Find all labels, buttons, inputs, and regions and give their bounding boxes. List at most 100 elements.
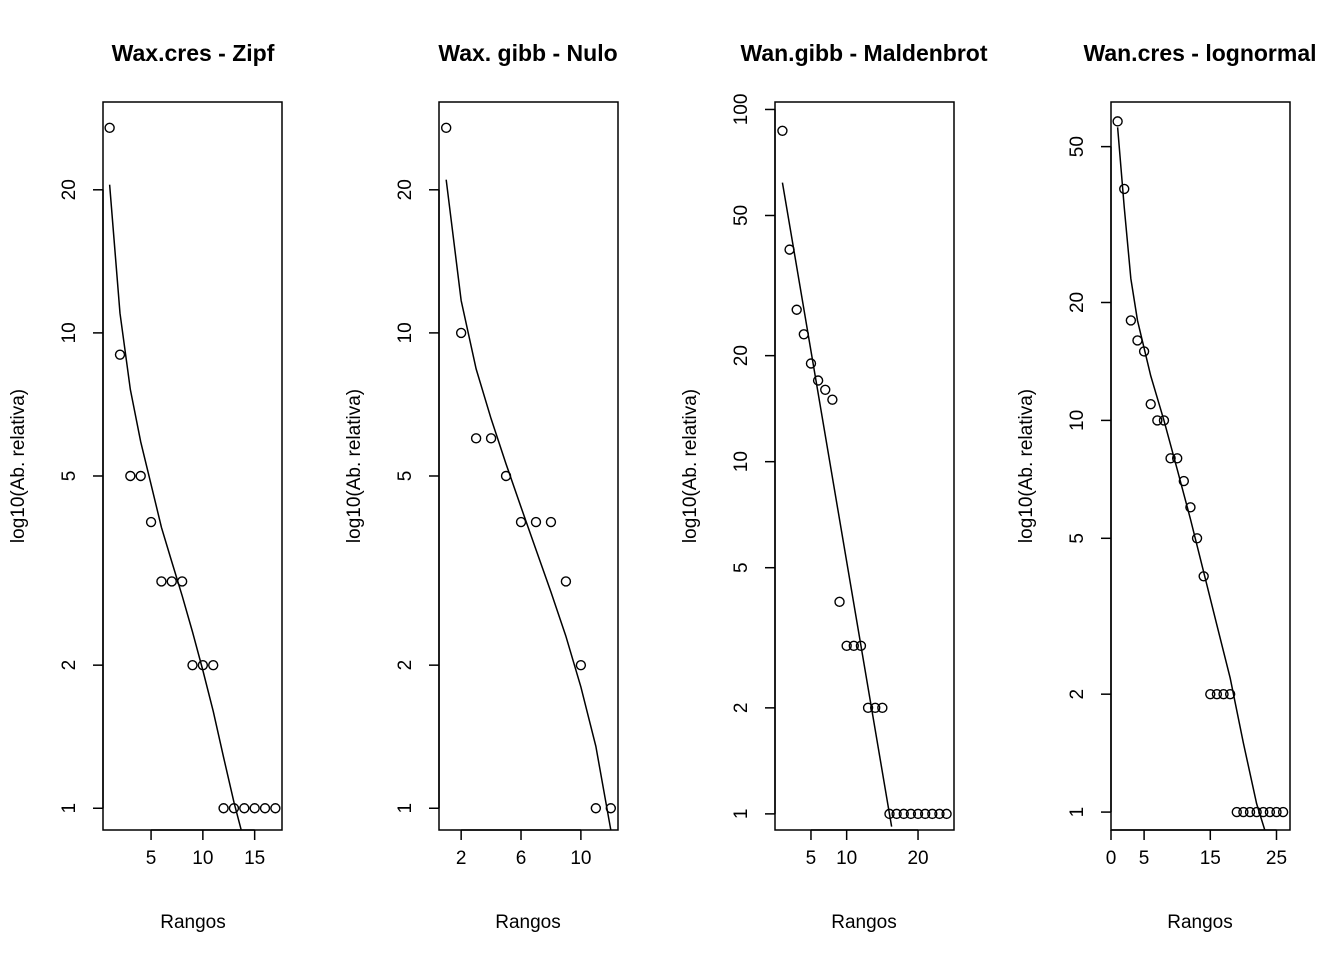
- plot-frame: [1110, 101, 1291, 831]
- data-point: [1185, 502, 1196, 513]
- data-point: [891, 808, 902, 820]
- data-point: [270, 803, 281, 814]
- y-tick-label: 100: [731, 94, 752, 126]
- data-point: [877, 702, 888, 714]
- y-tick-label: 2: [731, 703, 752, 714]
- y-tick-label: 50: [1067, 136, 1088, 157]
- panel-wax-cres: Wax.cres - Zipf Rangos log10(Ab. relativ…: [8, 40, 283, 933]
- data-point: [259, 803, 271, 814]
- data-point: [1158, 415, 1170, 426]
- data-point: [470, 433, 482, 444]
- data-point: [777, 125, 788, 136]
- x-tick-label: 20: [907, 848, 928, 869]
- x-tick-label: 2: [456, 848, 467, 869]
- data-point: [1119, 183, 1130, 195]
- data-point: [249, 803, 260, 814]
- panel-title: Wan.cres - lognormal: [1083, 40, 1316, 66]
- data-point: [827, 394, 838, 405]
- x-tick-label: 5: [146, 848, 157, 869]
- data-point: [1224, 688, 1236, 700]
- y-tick-label: 1: [59, 803, 80, 814]
- data-point: [784, 244, 795, 255]
- data-point: [545, 516, 557, 528]
- data-point: [898, 808, 909, 820]
- data-point: [239, 803, 250, 814]
- y-tick-label: 5: [59, 471, 80, 482]
- data-point: [455, 327, 467, 339]
- y-tick-label: 20: [59, 179, 80, 200]
- data-point: [1258, 806, 1269, 818]
- x-axis-label: Rangos: [831, 912, 897, 933]
- x-tick-label: 5: [806, 848, 817, 869]
- data-point: [862, 702, 874, 714]
- data-point: [791, 304, 802, 315]
- data-point: [1145, 398, 1156, 410]
- y-tick-label: 5: [1067, 533, 1088, 544]
- data-point: [841, 640, 852, 652]
- data-point: [560, 576, 572, 587]
- data-point: [919, 808, 931, 820]
- data-point: [1271, 806, 1282, 818]
- data-point: [605, 803, 617, 814]
- data-point: [218, 803, 229, 814]
- data-point: [125, 470, 136, 482]
- panel-wax-gibb: Wax. gibb - Nulo Rangos log10(Ab. relati…: [344, 40, 619, 933]
- y-tick-label: 10: [59, 322, 80, 343]
- data-point: [1178, 475, 1190, 487]
- plot-frame: [102, 101, 283, 831]
- y-axis-label: log10(Ab. relativa): [344, 389, 365, 543]
- x-tick-label: 10: [570, 848, 591, 869]
- y-tick-label: 20: [1067, 292, 1088, 313]
- y-tick-label: 10: [1067, 410, 1088, 431]
- x-axis-label: Rangos: [495, 912, 561, 933]
- data-point: [1205, 688, 1216, 700]
- fit-line: [445, 179, 612, 830]
- data-point: [912, 808, 924, 820]
- x-tick-label: 10: [192, 848, 213, 869]
- y-tick-label: 1: [1067, 807, 1088, 818]
- y-axis-label: log10(Ab. relativa): [8, 389, 29, 543]
- x-tick-label: 25: [1266, 848, 1287, 869]
- data-point: [114, 349, 126, 360]
- data-point: [927, 808, 938, 820]
- y-tick-label: 20: [395, 179, 416, 200]
- data-point: [1125, 315, 1137, 326]
- data-point: [104, 122, 115, 134]
- data-point: [485, 433, 497, 444]
- data-point: [530, 516, 542, 528]
- data-point: [208, 659, 219, 671]
- data-point: [500, 470, 512, 482]
- data-point: [1165, 453, 1176, 464]
- data-point: [187, 659, 198, 671]
- data-point: [197, 659, 209, 671]
- y-tick-label: 5: [731, 562, 752, 573]
- data-point: [1218, 688, 1229, 700]
- data-point: [228, 803, 240, 814]
- y-tick-label: 50: [731, 205, 752, 226]
- data-point: [1191, 533, 1203, 544]
- x-tick-label: 5: [1139, 848, 1150, 869]
- data-point: [934, 808, 945, 820]
- data-point: [135, 470, 146, 482]
- x-tick-label: 6: [516, 848, 527, 869]
- data-point: [1244, 806, 1256, 818]
- panel-title: Wax. gibb - Nulo: [438, 40, 617, 66]
- data-point: [166, 576, 177, 587]
- data-point: [515, 516, 527, 528]
- data-point: [884, 808, 895, 820]
- data-point: [1264, 806, 1276, 818]
- data-point: [855, 640, 867, 652]
- data-point: [1251, 806, 1262, 818]
- data-point: [1231, 806, 1242, 818]
- data-point: [1132, 335, 1143, 346]
- x-tick-label: 15: [1200, 848, 1221, 869]
- data-point: [870, 702, 881, 714]
- y-tick-label: 2: [59, 660, 80, 671]
- y-tick-label: 1: [395, 803, 416, 814]
- data-point: [575, 659, 587, 671]
- fit-line: [1116, 127, 1266, 830]
- data-point: [156, 576, 167, 587]
- data-point: [1152, 415, 1163, 426]
- x-axis-label: Rangos: [1167, 912, 1233, 933]
- data-point: [905, 808, 917, 820]
